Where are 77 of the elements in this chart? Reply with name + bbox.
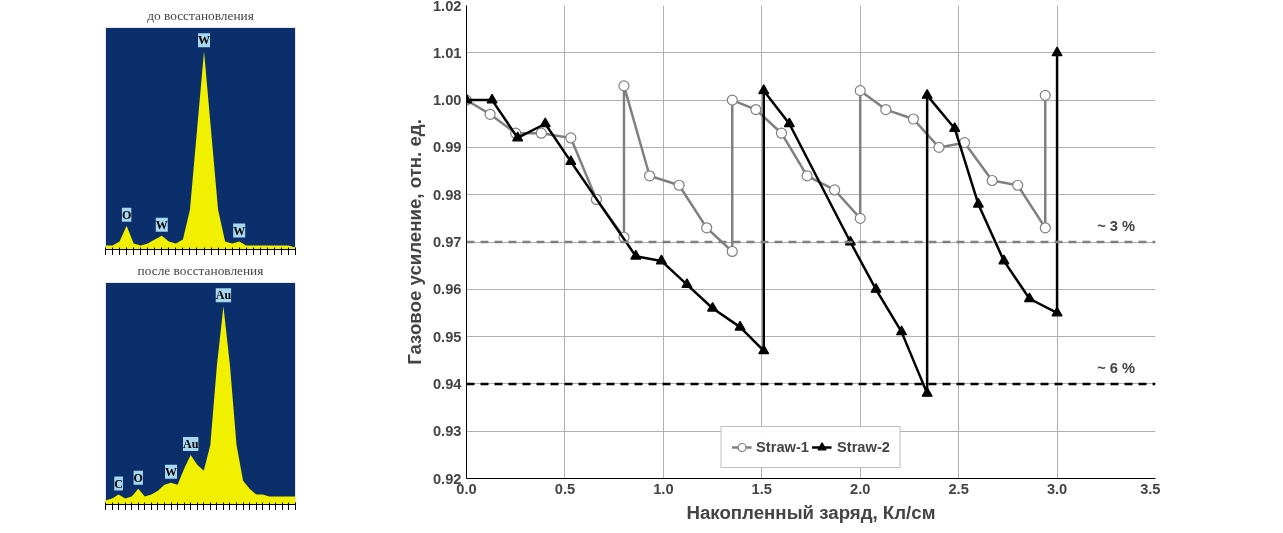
point	[535, 127, 547, 139]
y-tick-label: 0.94	[432, 375, 463, 392]
y-tick-label: 0.93	[432, 423, 462, 440]
point	[655, 254, 667, 265]
y-tick-label: 1.01	[432, 44, 462, 61]
point	[1012, 179, 1024, 191]
x-tick-label: 0.5	[554, 480, 576, 497]
point	[681, 278, 693, 289]
annotation: Au	[183, 436, 199, 451]
point	[880, 103, 892, 116]
y-tick-label: 0.98	[432, 186, 462, 203]
legend-label: Straw-1	[756, 439, 809, 455]
point	[706, 301, 719, 312]
point	[775, 127, 788, 139]
text: W	[198, 33, 211, 48]
x-tick-label: 1.5	[751, 480, 772, 497]
annotation: C	[114, 476, 123, 491]
point	[854, 85, 866, 97]
y-tick-label: 0.96	[432, 281, 462, 298]
point	[726, 245, 738, 258]
point	[998, 254, 1010, 265]
y-tick-label: 1.02	[432, 0, 462, 14]
point	[1039, 89, 1051, 101]
legend-label: Straw-2	[837, 439, 890, 455]
point	[1039, 222, 1051, 234]
point	[484, 108, 496, 120]
point	[783, 117, 795, 128]
annotation: W	[155, 217, 168, 232]
point	[750, 103, 762, 116]
point	[726, 94, 738, 106]
point	[921, 89, 933, 99]
point	[565, 155, 577, 166]
point	[801, 170, 813, 182]
point	[986, 174, 998, 187]
point	[933, 141, 945, 153]
point	[734, 320, 746, 331]
x-tick-label: 2.0	[850, 480, 871, 497]
annotation: ~ 3 %	[1097, 218, 1136, 234]
point	[895, 325, 908, 336]
point	[870, 282, 882, 293]
point	[701, 222, 713, 234]
chart-title: после восстановления	[137, 262, 264, 278]
text: Au	[215, 288, 232, 303]
y-tick-label: 1.00	[432, 92, 462, 109]
point	[673, 179, 685, 191]
point	[486, 93, 498, 104]
annotation: ~ 6 %	[1097, 359, 1136, 376]
point	[949, 122, 961, 132]
point	[907, 113, 919, 125]
point	[972, 197, 984, 208]
point	[630, 249, 642, 260]
y-tick-label: 0.97	[432, 234, 462, 250]
point	[758, 84, 770, 95]
point	[854, 212, 866, 224]
x-tick-label: 1.0	[653, 480, 674, 497]
point	[618, 80, 630, 92]
x-tick-label: 3.5	[1140, 480, 1161, 497]
point	[829, 184, 841, 196]
point	[643, 170, 656, 182]
chart-title: до восстановления	[147, 7, 254, 23]
x-axis-title: Накопленный заряд, Кл/см	[686, 501, 936, 523]
x-tick-label: 2.5	[948, 480, 969, 497]
y-tick-label: 0.99	[432, 139, 462, 156]
point	[758, 344, 770, 355]
annotation: O	[133, 470, 143, 485]
point	[539, 117, 551, 128]
x-tick-label: 3.0	[1046, 480, 1068, 497]
y-tick-label: 0.95	[432, 328, 462, 345]
annotation: W	[233, 223, 246, 238]
annotation: O	[121, 207, 132, 222]
point	[565, 132, 577, 144]
point	[512, 131, 524, 142]
point	[958, 137, 971, 149]
y-axis-title: Газовое усиление, отн. ед.	[403, 119, 425, 365]
annotation: W	[165, 464, 178, 479]
point	[1051, 46, 1063, 57]
point	[1023, 292, 1036, 303]
